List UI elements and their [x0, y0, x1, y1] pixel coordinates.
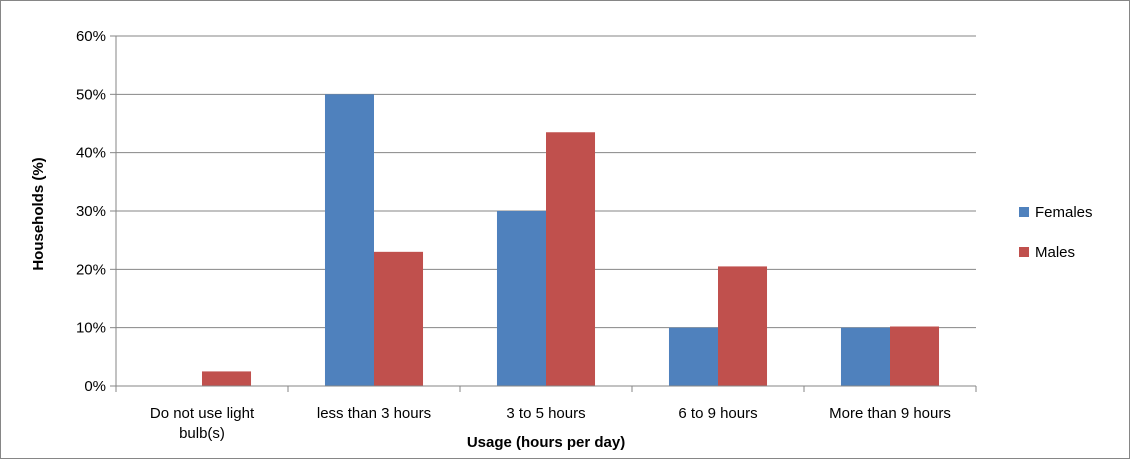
y-axis-title: Households (%)	[30, 157, 47, 270]
legend-label-females: Females	[1035, 204, 1093, 221]
bar-males	[202, 371, 252, 386]
legend-swatch-males	[1019, 247, 1029, 257]
y-tick-label: 20%	[76, 261, 106, 278]
bar-males	[374, 251, 424, 386]
x-tick-label: 6 to 9 hours	[678, 405, 757, 422]
x-tick-label: bulb(s)	[179, 425, 225, 442]
y-tick-label: 10%	[76, 320, 106, 337]
x-tick-label: less than 3 hours	[317, 405, 431, 422]
y-tick-label: 60%	[76, 28, 106, 45]
x-tick-label: More than 9 hours	[829, 405, 951, 422]
tick-labels: 0% 10% 20% 30% 40% 50% 60% Do not use light bulb…	[76, 28, 951, 442]
legend-label-males: Males	[1035, 244, 1075, 261]
y-tick-label: 30%	[76, 203, 106, 220]
legend: Females Males	[1019, 204, 1093, 261]
bar-females	[668, 327, 718, 386]
bars	[202, 94, 940, 386]
bar-males	[890, 326, 940, 386]
bar-females	[496, 211, 546, 386]
x-axis-title: Usage (hours per day)	[467, 434, 625, 451]
axes	[110, 35, 977, 392]
x-tick-label: 3 to 5 hours	[506, 405, 585, 422]
bar-males	[546, 132, 596, 386]
y-tick-label: 50%	[76, 86, 106, 103]
legend-swatch-females	[1019, 207, 1029, 217]
bar-females	[840, 327, 890, 386]
bar-males	[718, 266, 768, 386]
y-tick-label: 0%	[84, 378, 106, 395]
y-tick-label: 40%	[76, 145, 106, 162]
x-tick-label: Do not use light	[150, 405, 255, 422]
bar-females	[324, 94, 374, 386]
